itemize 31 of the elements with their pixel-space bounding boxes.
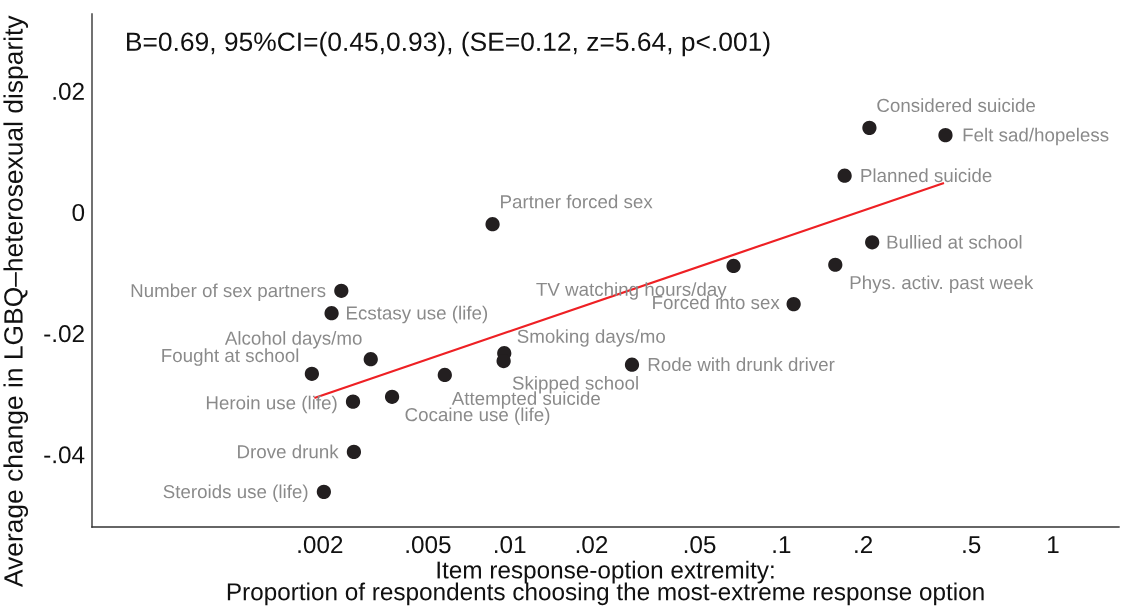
annotation: Fought at school [162, 348, 299, 366]
x-tick-label: 1 [1048, 536, 1059, 553]
annotation: Smoking days/mo [517, 329, 665, 347]
annotation: Ecstasy use (life) [347, 305, 488, 324]
y-tick-label: .02 [53, 82, 84, 100]
annotation: Number of sex partners [131, 283, 326, 301]
annotation: Drove drunk [238, 444, 339, 459]
annotation: Alcohol days/mo [224, 331, 362, 349]
x-tick-label: .1 [773, 536, 791, 553]
y-axis-title: Average change in LGBQ–heterosexual disparity [3, 15, 29, 588]
y-tick-label: 0 [72, 203, 85, 222]
x-tick-label: .5 [963, 536, 981, 554]
annotation: B=0.69, 95%CI=(0.45,0.93), (SE=0.12, z=5.64, p<.001) [127, 31, 770, 57]
x-tick-label: .2 [855, 535, 873, 553]
annotation: Phys. activ. past week [850, 275, 1034, 293]
y-tick-label: -.02 [44, 325, 84, 343]
annotation: Bullied at school [887, 234, 1022, 249]
annotation: Heroin use (life) [206, 395, 337, 414]
annotation: Rode with drunk driver [648, 357, 835, 372]
annotation: Planned suicide [861, 168, 992, 183]
annotation: Considered suicide [877, 98, 1035, 113]
x-tick-label: .002 [298, 535, 343, 554]
x-tick-label: .02 [576, 535, 608, 554]
annotation: Felt sad/hopeless [963, 127, 1109, 146]
x-tick-label: .01 [495, 535, 526, 554]
x-axis-title: Item response-option extremity: Proportion of respondents choosing the most-extreme response option [227, 560, 984, 606]
x-tick-label: .05 [684, 535, 716, 554]
annotation: Partner forced sex [501, 194, 653, 209]
annotation: Steroids use (life) [163, 484, 308, 502]
x-tick-label: .005 [406, 535, 451, 554]
y-tick-label: -.04 [44, 446, 85, 464]
